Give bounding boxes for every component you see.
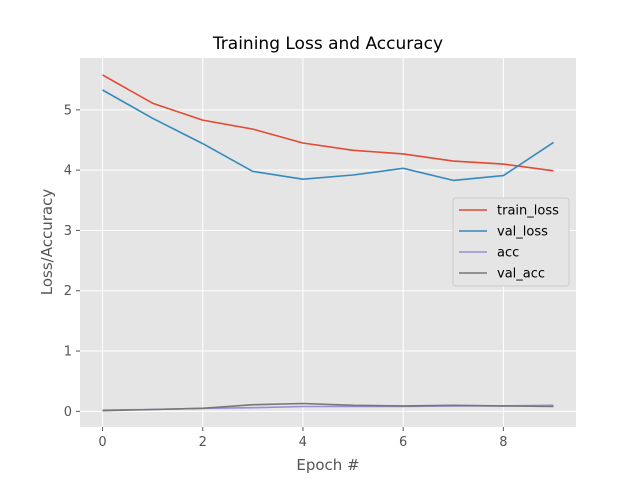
x-axis-label: Epoch # bbox=[296, 456, 359, 474]
y-tick-label: 2 bbox=[64, 284, 72, 299]
x-tick-label: 4 bbox=[299, 435, 307, 450]
series-lines bbox=[102, 74, 554, 412]
legend-label: acc bbox=[497, 246, 519, 261]
grid bbox=[80, 58, 576, 427]
legend-label: val_loss bbox=[497, 225, 548, 240]
legend-label: train_loss bbox=[497, 204, 559, 219]
legend-box bbox=[452, 197, 570, 287]
x-axis-ticks: 0 2 4 6 8 bbox=[98, 427, 507, 450]
x-tick-label: 0 bbox=[98, 435, 106, 450]
y-tick-label: 4 bbox=[64, 164, 72, 179]
series-line-val-acc bbox=[102, 402, 554, 412]
x-tick-label: 2 bbox=[199, 435, 207, 450]
y-axis-ticks: 0 1 2 3 4 5 bbox=[64, 103, 80, 420]
y-tick-label: 3 bbox=[64, 224, 72, 239]
y-tick-label: 1 bbox=[64, 345, 72, 360]
y-tick-label: 5 bbox=[64, 103, 72, 118]
series-line-val-loss bbox=[102, 89, 554, 182]
legend-label: val_acc bbox=[497, 267, 545, 282]
y-tick-label: 0 bbox=[64, 405, 72, 420]
y-axis-label: Loss/Accuracy bbox=[38, 189, 56, 296]
chart-title: Training Loss and Accuracy bbox=[212, 34, 443, 54]
series-line-train-loss bbox=[102, 74, 554, 172]
x-tick-label: 8 bbox=[499, 435, 507, 450]
x-tick-label: 6 bbox=[399, 435, 407, 450]
